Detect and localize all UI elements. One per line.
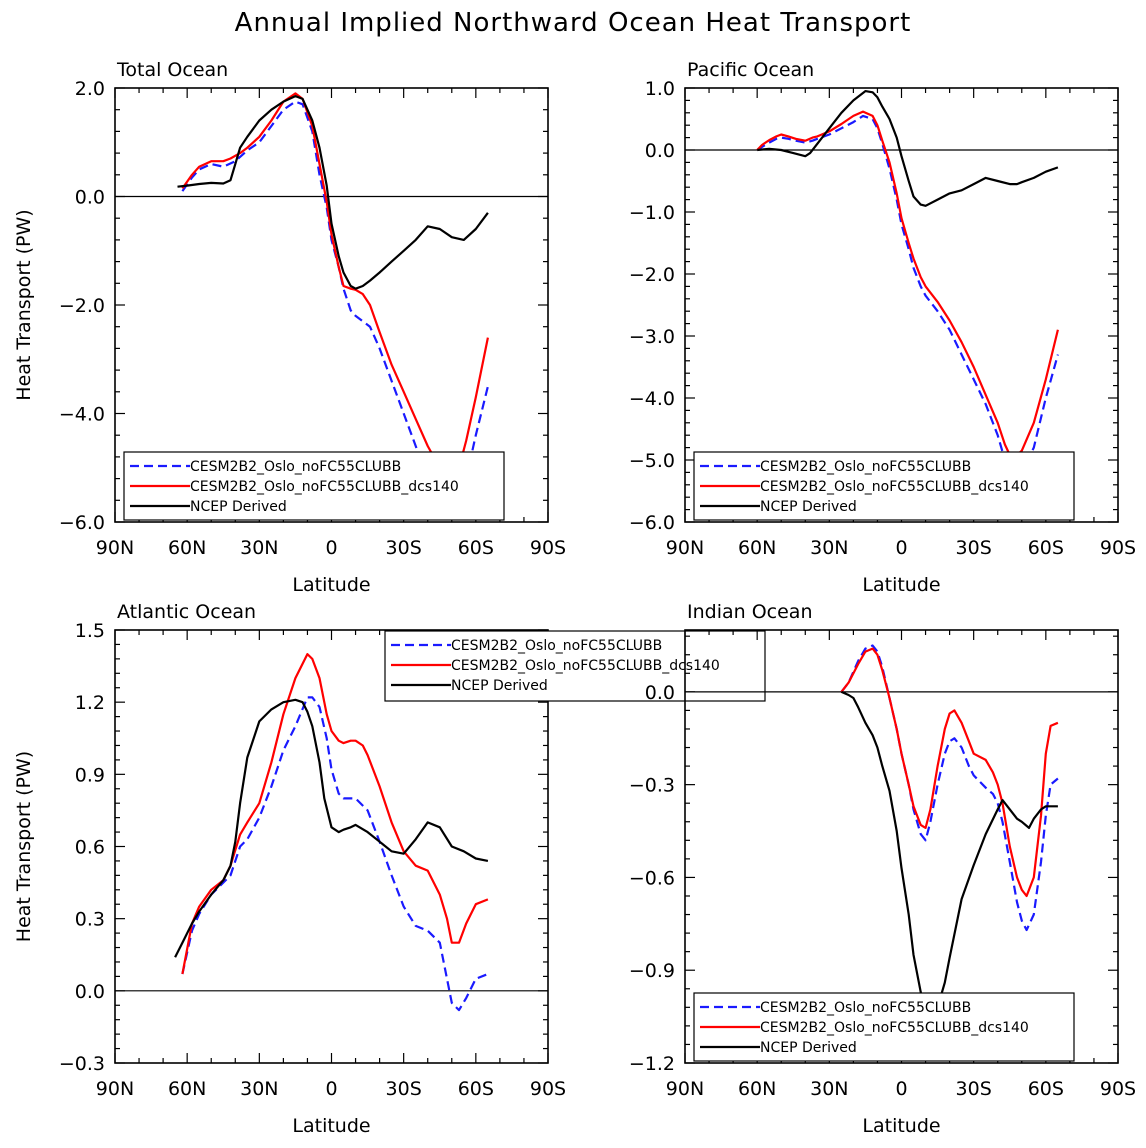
x-tick-label: 90N — [96, 537, 134, 559]
series-line-2 — [756, 110, 1059, 458]
y-tick-label: 0.0 — [645, 682, 675, 704]
y-tick-label: −6.0 — [629, 512, 675, 534]
y-tick-label: 0.0 — [645, 140, 675, 162]
series-line-1 — [181, 696, 489, 1012]
legend-label-3: NCEP Derived — [760, 499, 857, 515]
x-tick-label: 60N — [738, 1078, 776, 1100]
panel-indian-ocean: 90N 60N 30N 0 30S 60S 90S 0.0 −0.3 −0.6 −0.9 −1.2 In… — [629, 601, 1136, 1137]
x-tick-label: 90S — [530, 537, 566, 559]
x-tick-label: 90N — [666, 1078, 704, 1100]
x-tick-label: 0 — [325, 537, 337, 559]
legend-label-2: CESM2B2_Oslo_noFC55CLUBB_dcs140 — [760, 1020, 1029, 1036]
y-tick-label: −3.0 — [629, 326, 675, 348]
x-axis-label: Latitude — [292, 1115, 370, 1137]
x-tick-label: 30S — [386, 537, 422, 559]
x-tick-label: 60N — [168, 1078, 206, 1100]
x-tick-label: 60N — [738, 537, 776, 559]
y-axis-label: Heat Transport (PW) — [13, 751, 35, 942]
x-tick-label: 90S — [530, 1078, 566, 1100]
y-tick-label: −0.3 — [629, 775, 675, 797]
x-tick-label: 90S — [1100, 1078, 1136, 1100]
y-tick-label: −0.9 — [629, 960, 675, 982]
x-tick-label: 60S — [1028, 537, 1064, 559]
legend-label-2: CESM2B2_Oslo_noFC55CLUBB_dcs140 — [451, 658, 720, 674]
y-tick-label: −2.0 — [59, 295, 105, 317]
legend-label-1: CESM2B2_Oslo_noFC55CLUBB — [760, 459, 971, 475]
y-tick-label: −1.2 — [629, 1053, 675, 1075]
x-axis-label: Latitude — [862, 1115, 940, 1137]
y-tick-label: −4.0 — [59, 404, 105, 426]
legend-label-3: NCEP Derived — [451, 678, 548, 694]
x-axis-label: Latitude — [862, 574, 940, 596]
x-tick-label: 30N — [240, 1078, 278, 1100]
y-tick-label: 1.2 — [75, 692, 105, 714]
legend-label-1: CESM2B2_Oslo_noFC55CLUBB — [190, 459, 401, 475]
x-tick-label: 0 — [325, 1078, 337, 1100]
series-line-1 — [840, 644, 1059, 932]
y-tick-label: −4.0 — [629, 388, 675, 410]
y-tick-label: −1.0 — [629, 202, 675, 224]
x-tick-label: 0 — [895, 537, 907, 559]
x-tick-label: 30N — [810, 537, 848, 559]
y-axis-label: Heat Transport (PW) — [13, 209, 35, 400]
series-line-2 — [181, 653, 489, 975]
y-tick-label: −5.0 — [629, 450, 675, 472]
y-tick-label: 0.6 — [75, 837, 105, 859]
series-line-2 — [840, 647, 1059, 898]
x-tick-label: 0 — [895, 1078, 907, 1100]
series-line-3 — [177, 95, 489, 290]
x-tick-label: 60S — [1028, 1078, 1064, 1100]
panel-title: Atlantic Ocean — [117, 601, 256, 623]
series-line-3 — [757, 90, 1059, 207]
x-tick-label: 30N — [240, 537, 278, 559]
legend: CESM2B2_Oslo_noFC55CLUBB CESM2B2_Oslo_noF… — [693, 992, 1075, 1062]
legend-label-2: CESM2B2_Oslo_noFC55CLUBB_dcs140 — [760, 479, 1029, 495]
legend-label-1: CESM2B2_Oslo_noFC55CLUBB — [451, 638, 662, 654]
x-tick-label: 90N — [96, 1078, 134, 1100]
x-tick-label: 30S — [956, 537, 992, 559]
panel-title: Total Ocean — [116, 59, 228, 81]
y-tick-label: 0.3 — [75, 909, 105, 931]
legend-label-3: NCEP Derived — [760, 1040, 857, 1056]
x-tick-label: 90N — [666, 537, 704, 559]
y-tick-label: 1.5 — [75, 620, 105, 642]
panel-atlantic-ocean: 90N 60N 30N 0 30S 60S 90S 1.5 1.2 0.9 0.6 0.3 0.0 −0.… — [13, 601, 766, 1137]
y-tick-label: 1.0 — [645, 78, 675, 100]
x-tick-label: 30N — [810, 1078, 848, 1100]
y-tick-label: −0.6 — [629, 867, 675, 889]
x-tick-label: 30S — [956, 1078, 992, 1100]
series-line-3 — [174, 698, 489, 958]
x-tick-label: 60S — [458, 537, 494, 559]
x-tick-label: 60S — [458, 1078, 494, 1100]
y-tick-label: −6.0 — [59, 512, 105, 534]
legend-label-2: CESM2B2_Oslo_noFC55CLUBB_dcs140 — [190, 479, 459, 495]
series-line-3 — [840, 690, 1058, 1018]
panel-total-ocean: 90N 60N 30N 0 30S 60S 90S 2.0 0.0 −2.0 −4.0 −6.0 Tot… — [13, 59, 566, 596]
x-axis-label: Latitude — [292, 574, 370, 596]
series-line-1 — [756, 114, 1059, 477]
legend: CESM2B2_Oslo_noFC55CLUBB CESM2B2_Oslo_noF… — [123, 451, 505, 521]
x-tick-label: 30S — [386, 1078, 422, 1100]
y-tick-label: −2.0 — [629, 264, 675, 286]
y-tick-label: 0.0 — [75, 981, 105, 1003]
legend: CESM2B2_Oslo_noFC55CLUBB CESM2B2_Oslo_noF… — [384, 630, 766, 702]
y-tick-label: −0.3 — [59, 1053, 105, 1075]
y-tick-label: 0.0 — [75, 187, 105, 209]
series-line-2 — [181, 92, 489, 479]
panel-title: Indian Ocean — [687, 601, 813, 623]
legend: CESM2B2_Oslo_noFC55CLUBB CESM2B2_Oslo_noF… — [693, 451, 1075, 521]
y-tick-label: 0.9 — [75, 764, 105, 786]
panel-title: Pacific Ocean — [687, 59, 814, 81]
figure-title: Annual Implied Northward Ocean Heat Tran… — [234, 8, 912, 38]
x-tick-label: 60N — [168, 537, 206, 559]
panel-pacific-ocean: 90N 60N 30N 0 30S 60S 90S 1.0 0.0 −1.0 −2.0 −3.0 −4.… — [629, 59, 1136, 596]
x-tick-label: 90S — [1100, 537, 1136, 559]
legend-label-1: CESM2B2_Oslo_noFC55CLUBB — [760, 1000, 971, 1016]
legend-label-3: NCEP Derived — [190, 499, 287, 515]
y-tick-label: 2.0 — [75, 78, 105, 100]
